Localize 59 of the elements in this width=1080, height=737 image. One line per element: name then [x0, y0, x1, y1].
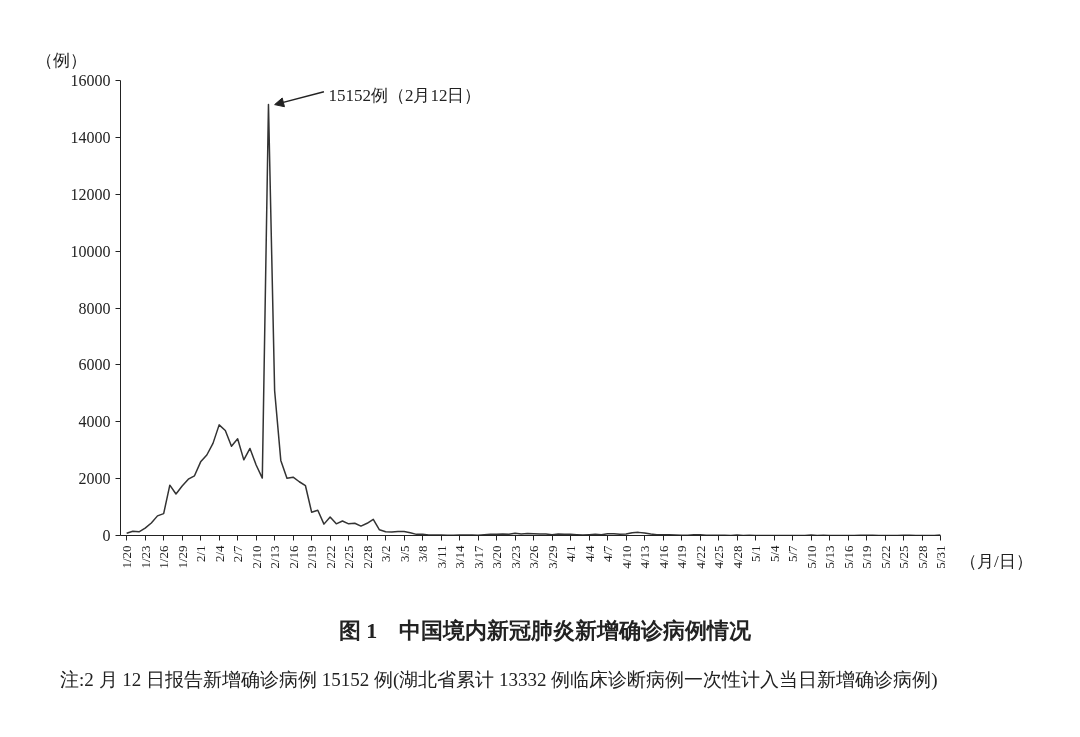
- x-tick-label: 2/25: [341, 545, 357, 569]
- x-tick-label: 3/11: [433, 545, 449, 569]
- y-tick-label: 2000: [78, 470, 111, 488]
- text: 图 1 中国境内新冠肺炎新增确诊病例情况: [337, 617, 753, 645]
- x-tick-label: 3/20: [489, 545, 505, 569]
- x-tick-label: 5/22: [877, 545, 893, 569]
- y-axis-title: （例）: [35, 50, 87, 70]
- x-tick-label: 4/13: [637, 545, 653, 569]
- x-tick-label: 1/23: [137, 545, 153, 569]
- x-tick-label: 5/7: [785, 545, 801, 563]
- x-tick-label: 5/13: [822, 545, 838, 569]
- text: 注:2 月 12 日报告新增确诊病例 15152 例(湖北省累计 13332 例临床诊断病例一次性计入当日新增确诊病例): [59, 668, 939, 692]
- x-tick-label: 2/4: [211, 545, 227, 563]
- x-tick-label: 3/17: [470, 545, 486, 569]
- x-tick-label: 3/2: [378, 545, 394, 563]
- x-tick-label: 5/10: [803, 545, 819, 569]
- x-tick-label: 3/8: [415, 545, 431, 563]
- x-tick-label: 4/25: [711, 545, 727, 569]
- x-tick-label: 4/22: [692, 545, 708, 569]
- x-tick-label: 2/22: [322, 545, 338, 569]
- x-tick-label: 5/16: [840, 545, 856, 569]
- x-tick-label: 3/14: [452, 545, 468, 569]
- x-tick-label: 4/7: [600, 545, 616, 563]
- x-tick-label: 4/28: [729, 545, 745, 569]
- x-tick-label: 2/7: [230, 545, 246, 563]
- x-tick-label: 4/10: [618, 545, 634, 569]
- x-tick-label: 5/1: [748, 545, 764, 563]
- x-axis-title: （月/日）: [960, 551, 1033, 573]
- x-tick-label: 2/28: [359, 545, 375, 569]
- y-tick-label: 16000: [70, 72, 111, 89]
- x-tick-label: 5/19: [859, 545, 875, 569]
- x-tick-label: 3/23: [507, 545, 523, 569]
- x-tick-label: 4/4: [581, 545, 597, 563]
- y-tick-label: 10000: [70, 242, 111, 260]
- x-tick-label: 5/25: [896, 545, 912, 569]
- x-tick-label: 5/4: [766, 545, 782, 563]
- annotation: 15152例（2月12日）: [328, 85, 482, 105]
- x-tick-label: 4/16: [655, 545, 671, 569]
- x-tick-label: 2/1: [193, 545, 209, 563]
- x-tick-label: 3/5: [396, 545, 412, 563]
- x-tick-label: 4/19: [674, 545, 690, 569]
- x-tick-label: 2/10: [248, 545, 264, 569]
- y-tick-label: 4000: [78, 413, 111, 431]
- x-tick-label: 2/13: [267, 545, 283, 569]
- x-tick-label: 2/19: [304, 545, 320, 569]
- x-tick-label: 1/20: [119, 545, 135, 569]
- x-tick-label: 4/1: [563, 545, 579, 563]
- y-tick-label: 8000: [78, 299, 111, 317]
- x-tick-label: 3/29: [544, 545, 560, 569]
- x-tick-label: 1/29: [174, 545, 190, 569]
- x-tick-label: 1/26: [156, 545, 172, 569]
- x-tick-label: 5/28: [914, 545, 930, 569]
- y-tick-label: 0: [102, 527, 111, 544]
- x-tick-label: 5/31: [933, 545, 948, 569]
- y-tick-label: 6000: [78, 356, 111, 374]
- x-tick-label: 3/26: [526, 545, 542, 569]
- y-tick-label: 12000: [70, 185, 111, 203]
- x-tick-label: 2/16: [285, 545, 301, 569]
- y-tick-label: 14000: [70, 128, 111, 146]
